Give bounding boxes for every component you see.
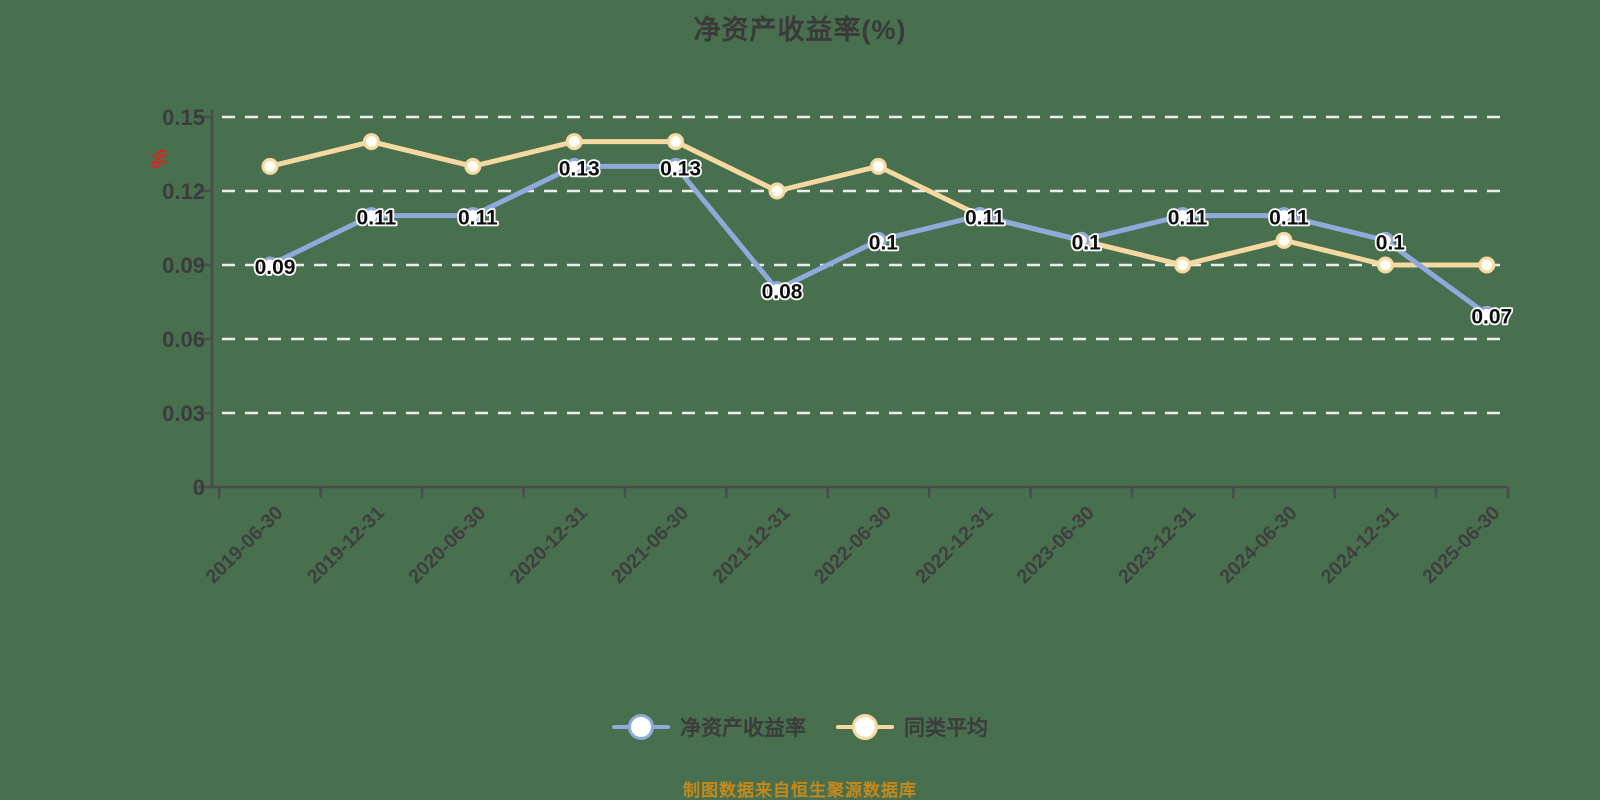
data-point-roe[interactable] bbox=[1275, 207, 1293, 225]
data-point-roe[interactable] bbox=[464, 207, 482, 225]
x-tick-label: 2022-06-30 bbox=[810, 502, 896, 588]
data-point-peer-average[interactable] bbox=[1174, 256, 1192, 274]
y-tick-label: 0 bbox=[193, 475, 205, 500]
x-tick-label: 2019-06-30 bbox=[201, 502, 287, 588]
data-point-peer-average[interactable] bbox=[1478, 256, 1496, 274]
point-value-label: 0.07 bbox=[1471, 305, 1512, 328]
data-point-roe[interactable] bbox=[1072, 231, 1090, 249]
y-tick-label: 0.03 bbox=[162, 401, 205, 426]
x-tick-label: 2025-06-30 bbox=[1418, 502, 1504, 588]
data-point-peer-average[interactable] bbox=[768, 182, 786, 200]
series-roe-labels: 0.09 0.11 0.11 0.13 0.13 0.08 0.1 0.11 0.1 0.11 0.… bbox=[253, 156, 1514, 331]
point-value-label: 0.08 bbox=[762, 281, 803, 304]
data-point-roe[interactable] bbox=[667, 157, 685, 175]
chart-legend: 净资产收益率 同类平均 bbox=[0, 712, 1600, 742]
chart-title: 净资产收益率(%) bbox=[693, 15, 907, 45]
y-tick-label: 0.06 bbox=[162, 327, 205, 352]
gridlines bbox=[222, 115, 1508, 415]
point-value-label: 0.11 bbox=[1168, 207, 1208, 230]
data-point-roe[interactable] bbox=[869, 231, 887, 249]
point-value-label: 0.11 bbox=[1269, 207, 1309, 230]
y-tick-label: 0.15 bbox=[162, 105, 205, 130]
x-tick-label: 2021-12-31 bbox=[708, 502, 794, 588]
x-tick-label: 2019-12-31 bbox=[303, 502, 389, 588]
point-value-label: 0.11 bbox=[965, 207, 1005, 230]
data-point-roe[interactable] bbox=[565, 157, 583, 175]
x-tick-label: 2020-06-30 bbox=[404, 502, 490, 588]
data-point-roe[interactable] bbox=[1376, 231, 1394, 249]
x-tick-label: 2024-06-30 bbox=[1215, 502, 1301, 588]
data-point-roe[interactable] bbox=[768, 281, 786, 299]
x-tick-label: 2021-06-30 bbox=[607, 502, 693, 588]
point-value-label: 0.09 bbox=[255, 256, 296, 279]
data-point-peer-average[interactable] bbox=[565, 133, 583, 151]
point-value-label: 0.1 bbox=[1376, 231, 1406, 254]
x-tick-label: 2020-12-31 bbox=[506, 502, 592, 588]
data-point-peer-average[interactable] bbox=[362, 133, 380, 151]
data-point-roe[interactable] bbox=[362, 207, 380, 225]
data-point-peer-average[interactable] bbox=[667, 133, 685, 151]
x-tick-label: 2024-12-31 bbox=[1317, 502, 1403, 588]
data-point-peer-average[interactable] bbox=[464, 157, 482, 175]
legend-item-peer-average[interactable]: 同类平均 bbox=[836, 712, 988, 742]
data-point-peer-average[interactable] bbox=[1275, 231, 1293, 249]
legend-label: 净资产收益率 bbox=[680, 717, 806, 740]
point-value-label: 0.1 bbox=[869, 231, 899, 254]
data-point-roe[interactable] bbox=[1174, 207, 1192, 225]
legend-marker-roe-icon bbox=[612, 714, 670, 740]
point-value-label: 0.1 bbox=[1072, 231, 1102, 254]
data-point-peer-average[interactable] bbox=[869, 157, 887, 175]
point-value-label: 0.11 bbox=[458, 207, 498, 230]
series-peer-average-line bbox=[261, 133, 1496, 274]
point-value-label: 0.13 bbox=[559, 157, 600, 180]
x-tick-label: 2023-06-30 bbox=[1013, 502, 1099, 588]
point-value-label: 0.13 bbox=[660, 157, 701, 180]
data-point-peer-average[interactable] bbox=[1376, 256, 1394, 274]
legend-item-roe[interactable]: 净资产收益率 bbox=[612, 712, 806, 742]
legend-label: 同类平均 bbox=[904, 717, 988, 740]
legend-marker-peer-average-icon bbox=[836, 714, 894, 740]
data-point-roe[interactable] bbox=[971, 207, 989, 225]
point-value-label: 0.11 bbox=[357, 207, 397, 230]
y-tick-label: 0.09 bbox=[162, 253, 205, 278]
source-note: 制图数据来自恒生聚源数据库 bbox=[683, 781, 917, 800]
y-tick-label: 0.12 bbox=[162, 179, 205, 204]
data-point-peer-average[interactable] bbox=[261, 157, 279, 175]
series-roe-line bbox=[261, 157, 1496, 323]
x-tick-label: 2023-12-31 bbox=[1114, 502, 1200, 588]
data-point-roe[interactable] bbox=[1478, 305, 1496, 323]
x-tick-label: 2022-12-31 bbox=[911, 502, 997, 588]
data-point-roe[interactable] bbox=[261, 256, 279, 274]
